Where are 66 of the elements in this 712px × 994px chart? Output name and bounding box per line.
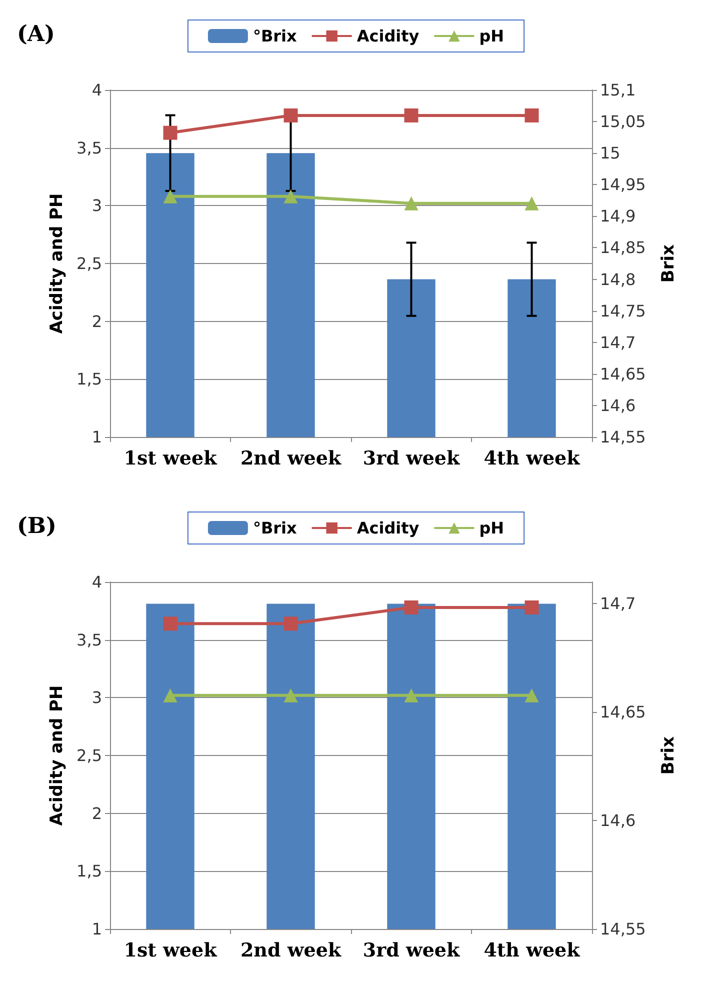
y-tick-label: 4 (92, 80, 102, 100)
y2-tick-label: 14,8 (600, 270, 636, 289)
point (404, 688, 418, 702)
legend-label: °Brix (252, 518, 298, 538)
y2-tick-label: 14,95 (600, 175, 646, 194)
point (404, 108, 418, 122)
chart-title: (B) (17, 513, 56, 539)
legend-label: pH (479, 518, 504, 538)
y-tick-label: 4 (92, 572, 102, 592)
y2-axis-title: Brix (658, 736, 678, 775)
legend-label: pH (479, 26, 504, 46)
y-tick-label: 3,5 (76, 630, 102, 650)
x-tick-label: 3rd week (362, 448, 460, 470)
y-tick-label: 3 (92, 688, 102, 708)
y2-tick-label: 14,7 (600, 332, 636, 352)
y2-tick-label: 14,75 (600, 301, 646, 320)
point (524, 196, 539, 210)
y-tick-label: 3 (92, 196, 102, 216)
point (524, 108, 539, 122)
y-tick-label: 1,5 (76, 370, 102, 389)
point (524, 688, 539, 702)
point (404, 600, 418, 614)
point (163, 126, 178, 140)
legend-label: °Brix (252, 26, 298, 46)
y2-tick-label: 14,9 (600, 206, 636, 226)
x-tick-label: 3rd week (362, 940, 460, 962)
y2-tick-label: 14,55 (600, 428, 646, 446)
x-tick-label: 2nd week (240, 940, 342, 962)
y-tick-label: 1,5 (76, 862, 102, 881)
y2-tick-label: 14,65 (600, 364, 646, 384)
point (284, 108, 298, 122)
y-tick-label: 2,5 (76, 254, 102, 273)
y2-tick-label: 15,1 (600, 80, 636, 100)
legend-label: Acidity (356, 518, 420, 538)
y-tick-label: 1 (92, 428, 102, 446)
y-tick-label: 2,5 (76, 746, 102, 765)
y2-tick-label: 15 (600, 144, 620, 163)
x-tick-label: 1st week (124, 940, 218, 962)
y-axis-title: Acidity and PH (47, 685, 68, 826)
legend-label: Acidity (356, 26, 420, 46)
point (524, 600, 539, 614)
y2-tick-label: 14,65 (600, 702, 646, 722)
point (163, 189, 178, 204)
y2-tick-label: 14,6 (600, 396, 636, 415)
chart-title: (A) (17, 21, 55, 47)
y-tick-label: 2 (92, 804, 102, 823)
x-tick-label: 4th week (484, 448, 581, 470)
y2-tick-label: 15,05 (600, 112, 646, 132)
x-tick-label: 2nd week (240, 448, 342, 470)
y-axis-title: Acidity and PH (47, 193, 68, 334)
point (284, 688, 298, 702)
x-tick-label: 4th week (484, 940, 581, 962)
y2-axis-title: Brix (658, 244, 678, 283)
y2-tick-label: 14,85 (600, 238, 646, 258)
point (404, 196, 418, 210)
y-tick-label: 1 (92, 920, 102, 938)
y-tick-label: 3,5 (76, 138, 102, 158)
point (163, 688, 178, 702)
y2-tick-label: 14,7 (600, 594, 636, 614)
y-tick-label: 2 (92, 312, 102, 331)
y2-tick-label: 14,6 (600, 811, 636, 830)
point (163, 616, 178, 631)
y2-tick-label: 14,55 (600, 920, 646, 938)
point (284, 616, 298, 631)
x-tick-label: 1st week (124, 448, 218, 470)
point (284, 189, 298, 204)
